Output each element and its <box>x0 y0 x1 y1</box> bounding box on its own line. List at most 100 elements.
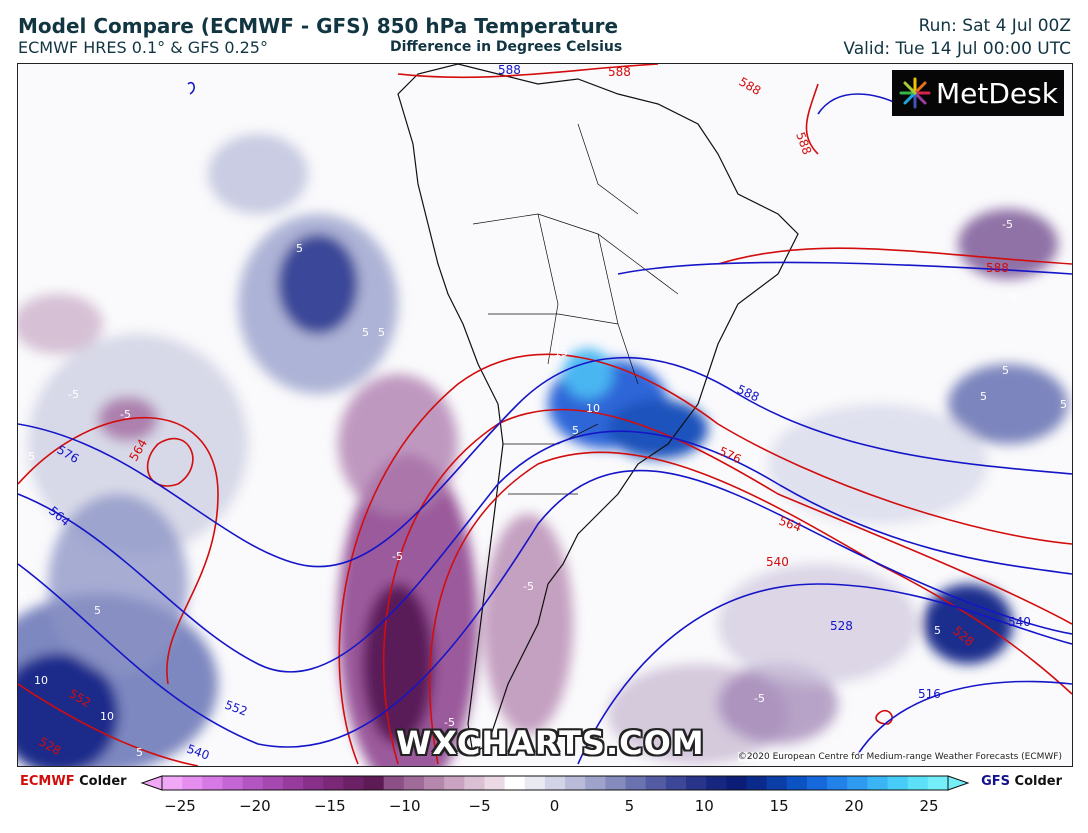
colorbar-swatch <box>786 776 808 790</box>
colorbar-swatch <box>686 776 707 790</box>
colorbar-swatch <box>645 776 667 790</box>
colorbar-swatch <box>887 776 909 790</box>
colorbar-swatch <box>383 776 405 790</box>
legend-left-text: Colder <box>79 774 127 789</box>
contour-label: 588 <box>735 382 762 404</box>
anomaly-label: 5 <box>296 242 303 255</box>
colorbar-swatch <box>605 776 627 790</box>
anomaly-label: 10 <box>586 402 600 415</box>
metdesk-logo-icon <box>899 77 931 109</box>
country-borders <box>472 123 679 495</box>
colorbar-swatch <box>867 776 889 790</box>
legend-left-model: ECMWF <box>20 774 75 789</box>
anomaly-label-group: 5 5 5 15 10 5 -5 -5 -5 5 5 5 10 10 5 -5 … <box>20 218 1067 759</box>
chart-title: Model Compare (ECMWF - GFS) 850 hPa Temp… <box>18 14 619 38</box>
colorbar-swatch <box>847 776 868 790</box>
legend-right-text: Colder <box>1014 774 1062 789</box>
colorbar-tick-label: 20 <box>844 797 864 815</box>
map-canvas: 588 588 588 588 564 576 564 540 552 528 … <box>18 64 1072 766</box>
anomaly-label: 5 <box>572 424 579 437</box>
colorbar-swatch <box>766 776 788 790</box>
watermark: WXCHARTS.COM <box>396 724 705 762</box>
contour-label: 528 <box>830 619 853 633</box>
colorbar-swatch <box>504 776 526 790</box>
legend-right: GFS Colder <box>981 774 1062 789</box>
colorbar-swatch <box>544 776 566 790</box>
anomaly-label: 10 <box>100 710 114 723</box>
colorbar-tick-label: 10 <box>694 797 714 815</box>
anomaly-label: 5 <box>20 590 27 603</box>
map-panel[interactable]: 588 588 588 588 564 576 564 540 552 528 … <box>17 63 1073 767</box>
colorbar-swatch <box>484 776 506 790</box>
legend-left: ECMWF Colder <box>20 774 127 789</box>
colorbar-tick-label: −25 <box>164 797 196 815</box>
south-america-outline <box>397 64 799 756</box>
contour-label: 588 <box>986 261 1009 275</box>
contour-label: 588 <box>498 64 521 77</box>
colorbar-swatch <box>162 776 183 790</box>
anomaly-label: 5 <box>1010 292 1017 305</box>
anomaly-label: -5 <box>754 692 765 705</box>
anomaly-label: -5 <box>523 580 534 593</box>
colorbar-min-arrow <box>140 775 163 791</box>
colorbar-swatch <box>424 776 445 790</box>
anomaly-label: 5 <box>136 746 143 759</box>
contour-label: 588 <box>793 130 814 156</box>
valid-time: Valid: Tue 14 Jul 00:00 UTC <box>843 39 1071 59</box>
colorbar-swatch <box>565 776 586 790</box>
colorbar-swatch <box>524 776 546 790</box>
colorbar-swatch <box>464 776 485 790</box>
anomaly-label: 10 <box>34 674 48 687</box>
run-time: Run: Sat 4 Jul 00Z <box>918 16 1071 36</box>
colorbar-swatch <box>403 776 425 790</box>
colorbar-tick-label: −20 <box>239 797 271 815</box>
anomaly-label: 5 <box>94 604 101 617</box>
colorbar-swatch <box>363 776 385 790</box>
anomaly-label: 5 <box>1002 364 1009 377</box>
colorbar-swatch <box>625 776 647 790</box>
colorbar-swatch <box>282 776 304 790</box>
colorbar-swatch <box>242 776 264 790</box>
colorbar-tick-label: −10 <box>388 797 421 815</box>
colorbar <box>140 775 970 791</box>
colorbar-swatch <box>746 776 768 790</box>
colorbar-swatch <box>182 776 203 790</box>
ecmwf-contours <box>18 64 1072 766</box>
colorbar-swatch <box>827 776 848 790</box>
contour-label: 552 <box>223 698 249 719</box>
contour-label: 516 <box>918 687 941 701</box>
anomaly-label: 5 <box>1060 398 1067 411</box>
colorbar-tick-label: 15 <box>769 797 789 815</box>
colorbar-tick-label: 5 <box>624 797 635 815</box>
metdesk-logo[interactable]: MetDesk <box>892 70 1064 116</box>
colorbar-frame <box>161 775 949 791</box>
colorbar-tick-label: 0 <box>549 797 560 815</box>
colorbar-swatch <box>726 776 747 790</box>
anomaly-label: -5 <box>444 716 455 729</box>
copyright-notice: ©2020 European Centre for Medium-range W… <box>737 752 1062 762</box>
anomaly-label: -5 <box>1002 218 1013 231</box>
colorbar-swatch <box>665 776 687 790</box>
anomaly-label: 15 <box>554 346 568 359</box>
contour-label: 540 <box>766 555 789 569</box>
colorbar-swatch <box>706 776 727 790</box>
contour-label: 540 <box>1008 615 1031 629</box>
anomaly-label: 5 <box>980 390 987 403</box>
colorbar-tick-label: −5 <box>468 797 491 815</box>
colorbar-swatch <box>323 776 344 790</box>
logo-text: MetDesk <box>936 76 1058 110</box>
gfs-contours <box>18 81 1072 765</box>
contour-label: 588 <box>737 74 764 98</box>
colorbar-swatch <box>907 776 929 790</box>
colorbar-swatch <box>444 776 465 790</box>
colorbar-swatch <box>303 776 324 790</box>
contour-label: 564 <box>777 514 803 535</box>
contour-label: 540 <box>185 742 211 763</box>
colorbar-swatch <box>343 776 365 790</box>
anomaly-label: 5 <box>362 326 369 339</box>
colorbar-swatch <box>222 776 244 790</box>
colorbar-swatch <box>262 776 284 790</box>
colorbar-max-arrow <box>947 775 970 791</box>
colorbar-swatch <box>806 776 828 790</box>
chart-subtitle: ECMWF HRES 0.1° & GFS 0.25° <box>18 38 268 57</box>
